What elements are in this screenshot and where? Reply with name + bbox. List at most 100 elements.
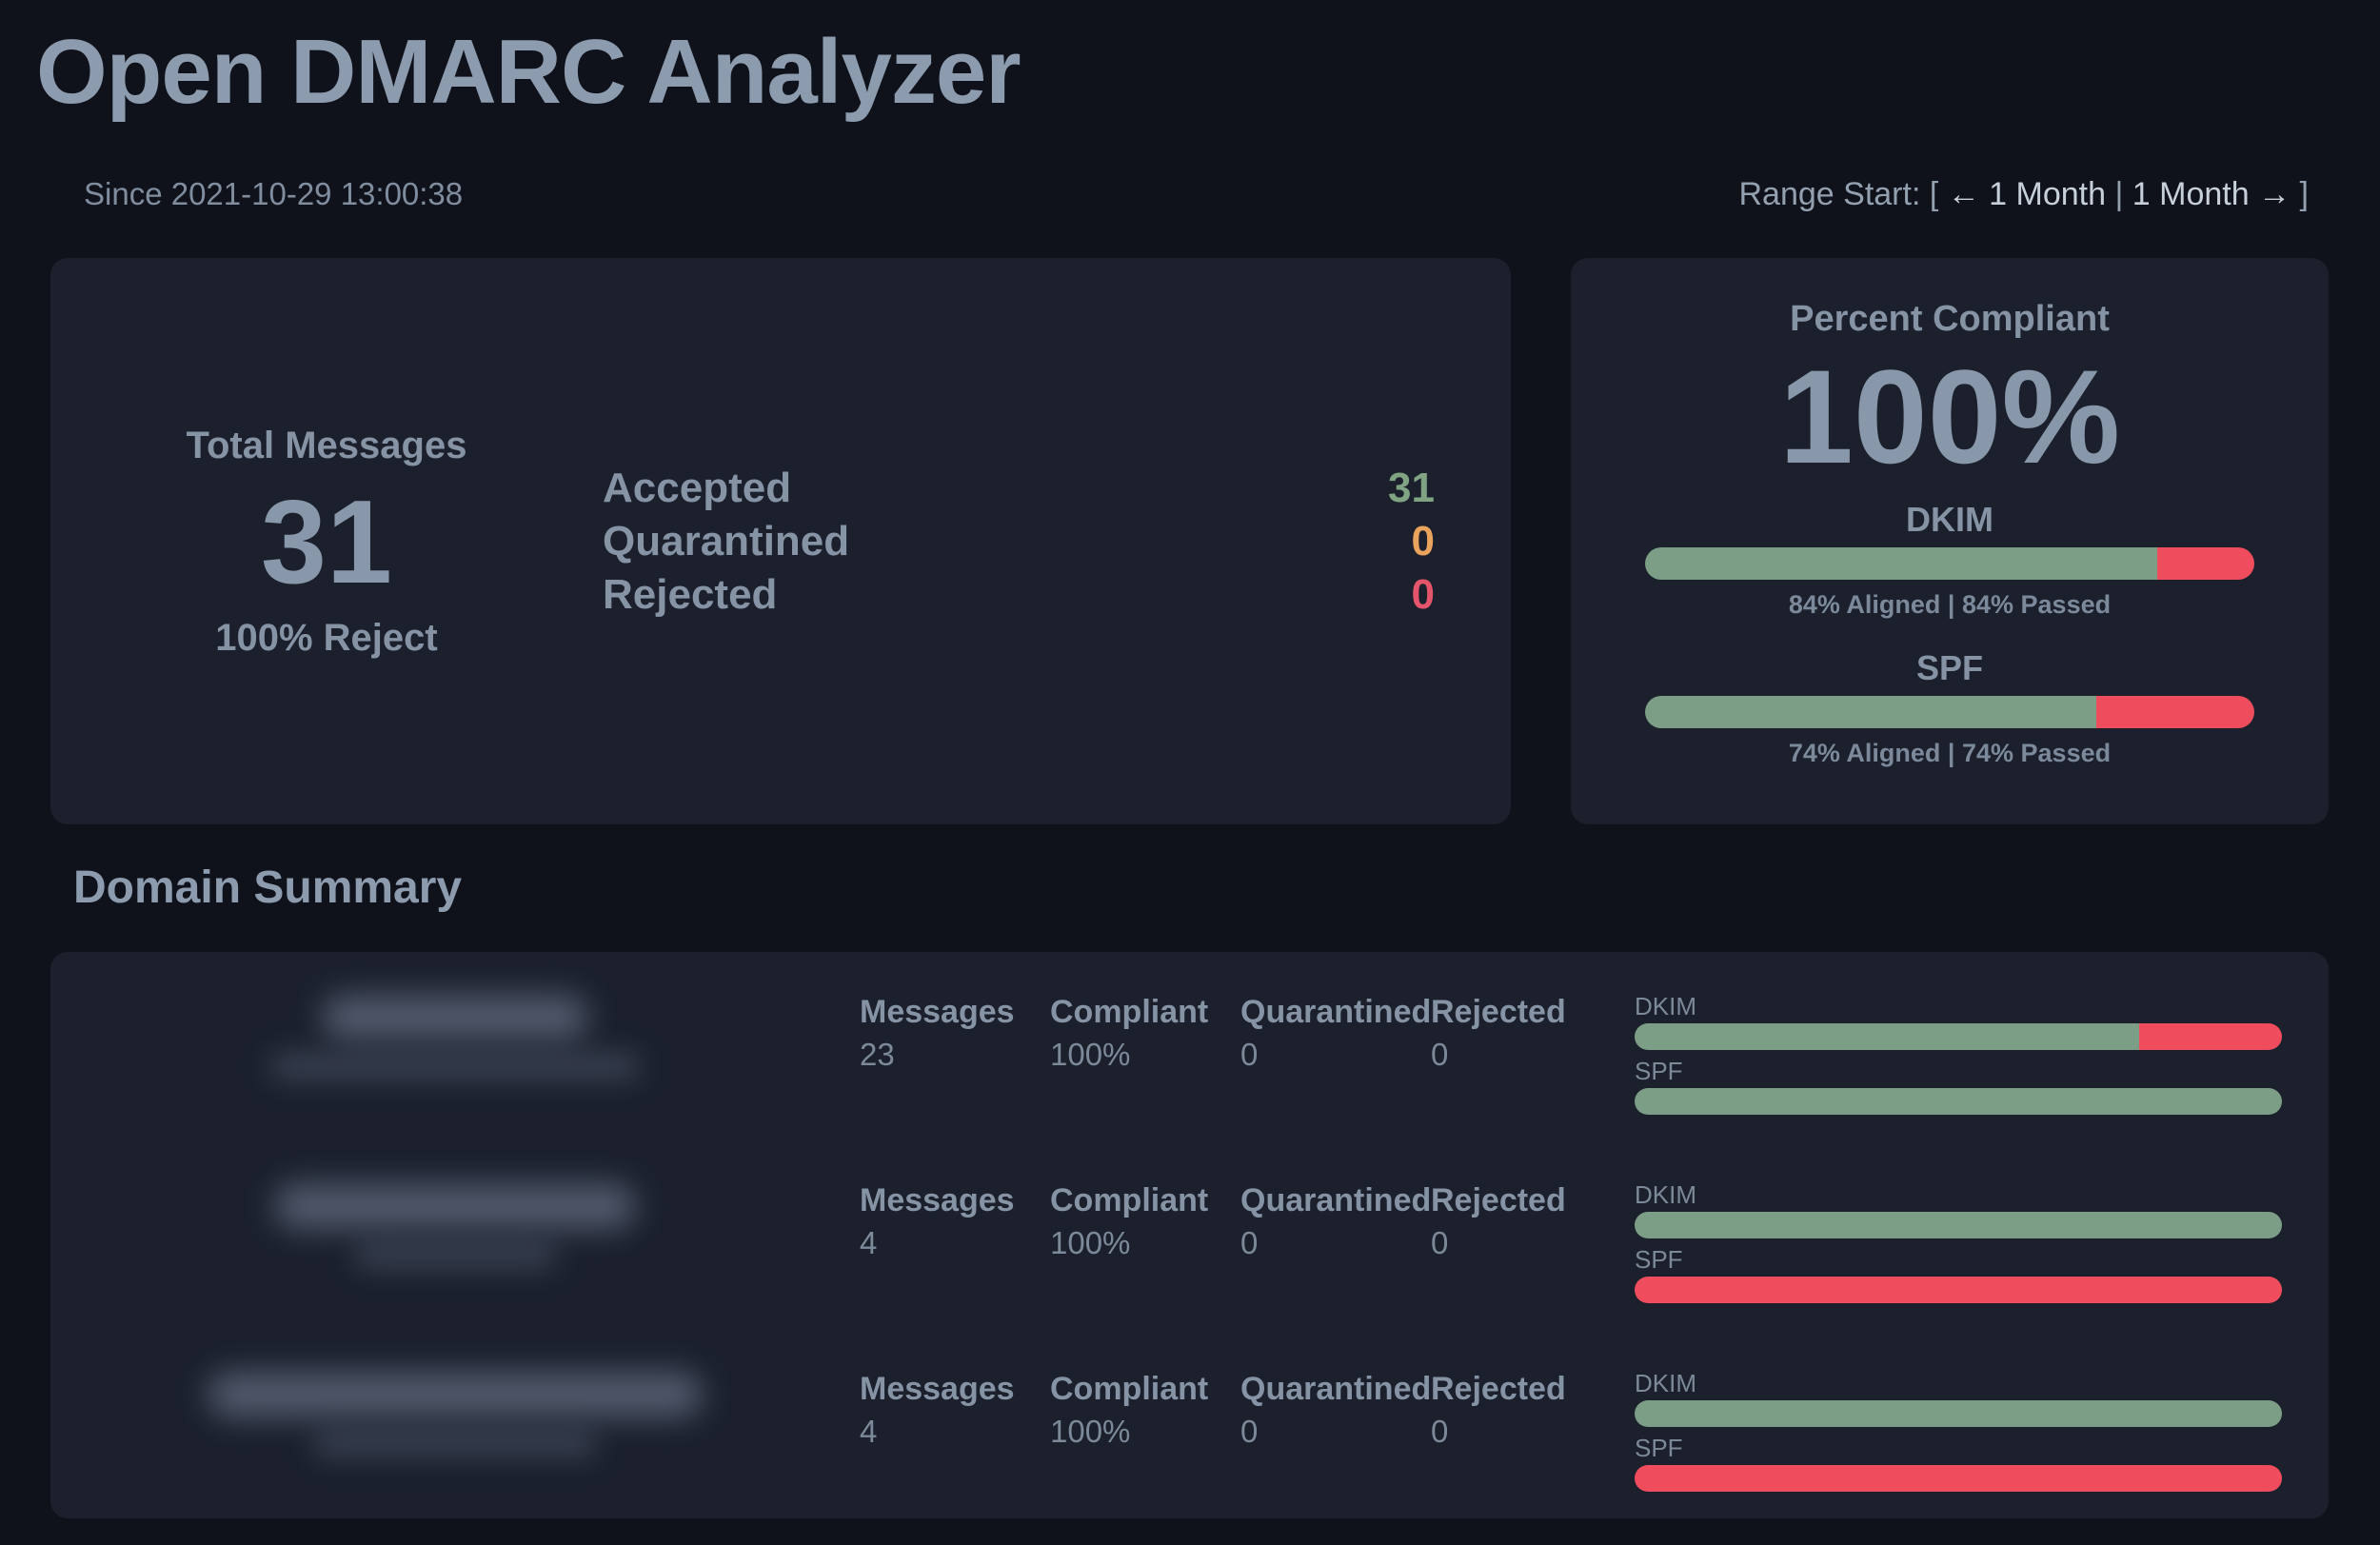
domain-subtext-blur xyxy=(269,1052,641,1080)
policy-text: 100% Reject xyxy=(215,616,438,659)
spf-label: SPF xyxy=(1915,648,1983,687)
quarantined-stat: Quarantined 0 xyxy=(1240,993,1431,1141)
accepted-value: 31 xyxy=(1388,464,1435,511)
row-bars: DKIM SPF xyxy=(1621,1370,2282,1518)
rejected-stat: Rejected 0 xyxy=(1431,993,1621,1141)
rejected-value: 0 xyxy=(1431,1225,1449,1260)
messages-value: 4 xyxy=(860,1225,878,1260)
spf-fail-segment xyxy=(2095,696,2254,728)
totals-card: Total Messages 31 100% Reject Accepted 3… xyxy=(50,258,1511,824)
domain-subtext-blur xyxy=(352,1240,558,1269)
messages-stat: Messages 4 xyxy=(860,1370,1050,1518)
rejected-header: Rejected xyxy=(1431,1182,1566,1218)
compliant-header: Compliant xyxy=(1050,994,1209,1030)
spf-caption: 74% Aligned | 74% Passed xyxy=(1788,739,2112,767)
dkim-pass-segment xyxy=(1635,1212,2282,1238)
rejected-header: Rejected xyxy=(1431,994,1566,1030)
dkim-progress-bar xyxy=(1635,1212,2282,1238)
quarantined-label: Quarantined xyxy=(603,517,850,565)
range-prev-month-link[interactable]: ← 1 Month xyxy=(1947,176,2107,212)
compliant-header: Compliant xyxy=(1050,1182,1209,1218)
domain-name-redacted xyxy=(50,993,860,1141)
domain-name-redacted xyxy=(50,1181,860,1330)
range-next-month-link[interactable]: 1 Month → xyxy=(2132,176,2291,212)
compliant-stat: Compliant 100% xyxy=(1050,1181,1240,1330)
range-separator: | xyxy=(2106,176,2132,212)
dkim-label: DKIM xyxy=(1635,992,1696,1020)
dkim-pass-segment xyxy=(1635,1400,2282,1427)
since-timestamp: Since 2021-10-29 13:00:38 xyxy=(84,176,464,211)
compliant-stat: Compliant 100% xyxy=(1050,993,1240,1141)
compliant-stat: Compliant 100% xyxy=(1050,1370,1240,1518)
quarantined-header: Quarantined xyxy=(1240,1182,1432,1218)
row-bars: DKIM SPF xyxy=(1621,993,2282,1141)
quarantined-value: 0 xyxy=(1240,1414,1259,1449)
quarantined-stat: Quarantined 0 xyxy=(1240,1370,1431,1518)
spf-pass-segment xyxy=(1635,1088,2282,1115)
spf-pass-segment xyxy=(1645,696,2096,728)
disposition-row-quarantined: Quarantined 0 xyxy=(603,515,1435,568)
domain-name-blur xyxy=(208,1372,703,1417)
summary-cards-row: Total Messages 31 100% Reject Accepted 3… xyxy=(50,258,2329,824)
spf-progress-bar xyxy=(1635,1088,2282,1115)
rejected-stat: Rejected 0 xyxy=(1431,1370,1621,1518)
sub-header: Since 2021-10-29 13:00:38 Range Start: [… xyxy=(84,175,2309,213)
range-suffix: ] xyxy=(2291,176,2309,212)
domain-row: Messages 23 Compliant 100% Quarantined 0… xyxy=(50,953,2329,1141)
domain-row: Messages 4 Compliant 100% Quarantined 0 … xyxy=(50,1330,2329,1518)
spf-label: SPF xyxy=(1635,1245,1683,1274)
domain-row: Messages 4 Compliant 100% Quarantined 0 … xyxy=(50,1141,2329,1330)
messages-header: Messages xyxy=(860,1371,1015,1407)
domain-summary-card: Messages 23 Compliant 100% Quarantined 0… xyxy=(50,952,2329,1518)
dkim-progress-bar xyxy=(1645,547,2254,580)
compliant-value: 100% xyxy=(1050,1037,1131,1072)
quarantined-value: 0 xyxy=(1240,1037,1259,1072)
domain-subtext-blur xyxy=(312,1429,598,1457)
quarantined-header: Quarantined xyxy=(1240,994,1432,1030)
messages-header: Messages xyxy=(860,1182,1015,1218)
dkim-label: DKIM xyxy=(1635,1369,1696,1397)
total-messages-value: 31 xyxy=(261,476,392,608)
messages-stat: Messages 23 xyxy=(860,993,1050,1141)
quarantined-stat: Quarantined 0 xyxy=(1240,1181,1431,1330)
rejected-header: Rejected xyxy=(1431,1371,1566,1407)
rejected-value: 0 xyxy=(1431,1414,1449,1449)
domain-summary-heading: Domain Summary xyxy=(73,862,463,913)
dkim-progress-bar xyxy=(1635,1023,2282,1050)
messages-stat: Messages 4 xyxy=(860,1181,1050,1330)
compliant-value: 100% xyxy=(1050,1414,1131,1449)
dkim-caption: 84% Aligned | 84% Passed xyxy=(1788,590,2112,619)
messages-value: 23 xyxy=(860,1037,895,1072)
accepted-label: Accepted xyxy=(603,464,792,511)
messages-value: 4 xyxy=(860,1414,878,1449)
dkim-pass-segment xyxy=(1635,1023,2140,1050)
percent-compliant-value: 100% xyxy=(1778,342,2121,491)
rejected-value: 0 xyxy=(1411,570,1435,618)
spf-progress-bar xyxy=(1645,696,2254,728)
rejected-value: 0 xyxy=(1431,1037,1449,1072)
domain-name-blur xyxy=(322,995,588,1040)
dkim-pass-segment xyxy=(1645,547,2157,580)
dkim-label: DKIM xyxy=(1635,1180,1696,1209)
quarantined-header: Quarantined xyxy=(1240,1371,1432,1407)
spf-progress-bar xyxy=(1635,1465,2282,1492)
range-prefix: Range Start: [ xyxy=(1738,176,1948,212)
dkim-fail-segment xyxy=(2156,547,2254,580)
compliant-value: 100% xyxy=(1050,1225,1131,1260)
spf-label: SPF xyxy=(1635,1434,1683,1462)
range-start-control: Range Start: [ ← 1 Month | 1 Month → ] xyxy=(1739,175,2310,213)
dkim-label: DKIM xyxy=(1906,500,1993,539)
percent-compliant-card: Percent Compliant 100% DKIM 84% Aligned … xyxy=(1571,258,2329,824)
spf-fail-segment xyxy=(1635,1465,2282,1492)
dispositions-block: Accepted 31 Quarantined 0 Rejected 0 xyxy=(603,462,1435,622)
spf-label: SPF xyxy=(1635,1057,1683,1085)
compliant-header: Compliant xyxy=(1050,1371,1209,1407)
disposition-row-accepted: Accepted 31 xyxy=(603,462,1435,515)
spf-progress-bar xyxy=(1635,1277,2282,1303)
quarantined-value: 0 xyxy=(1411,517,1435,565)
percent-compliant-title: Percent Compliant xyxy=(1790,299,2110,339)
dkim-progress-bar xyxy=(1635,1400,2282,1427)
total-messages-label: Total Messages xyxy=(186,424,467,466)
domain-name-blur xyxy=(274,1183,636,1229)
domain-name-redacted xyxy=(50,1370,860,1518)
